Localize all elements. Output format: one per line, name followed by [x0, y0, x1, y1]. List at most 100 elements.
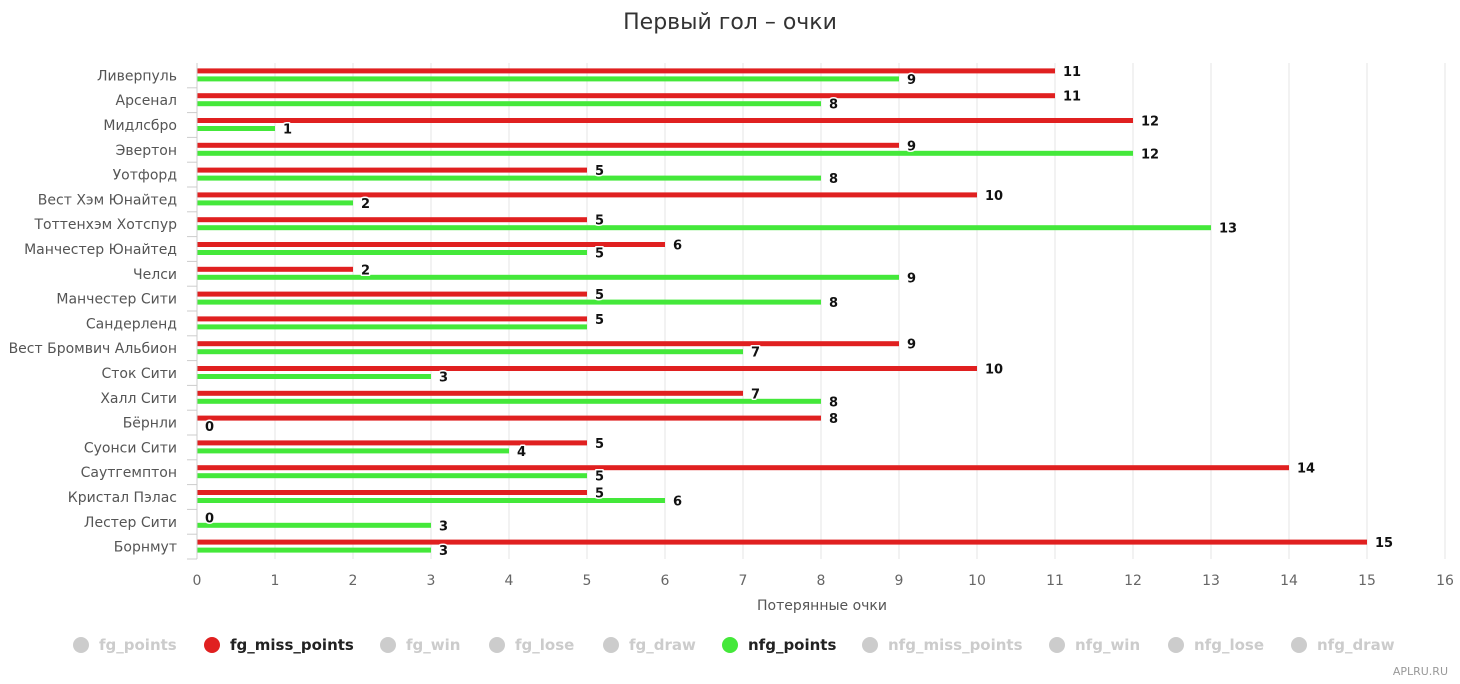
fg_miss_points-value-label: 5 — [595, 437, 604, 452]
nfg_points-value-label: 5 — [595, 470, 604, 485]
fg_miss_points-bar[interactable] — [197, 192, 977, 198]
nfg_points-value-label: 8 — [829, 172, 838, 187]
fg_miss_points-value-label: 9 — [907, 139, 916, 154]
legend-marker — [722, 637, 738, 653]
legend-item-fg-draw[interactable]: fg_draw — [603, 636, 696, 654]
legend-item-nfg-lose[interactable]: nfg_lose — [1168, 636, 1264, 654]
category-label: Эвертон — [116, 143, 177, 159]
fg_miss_points-bar[interactable] — [197, 93, 1055, 99]
fg_miss_points-bar[interactable] — [197, 217, 587, 223]
nfg_points-bar[interactable] — [197, 175, 821, 181]
fg_miss_points-value-label: 5 — [595, 288, 604, 303]
nfg_points-bar[interactable] — [197, 299, 821, 305]
nfg_points-value-label: 0 — [205, 420, 214, 435]
fg_miss_points-bar[interactable] — [197, 390, 743, 396]
legend-label: nfg_points — [748, 636, 837, 654]
nfg_points-bar[interactable] — [197, 126, 275, 131]
fg_miss_points-bar[interactable] — [197, 465, 1289, 471]
x-tick-label: 16 — [1436, 573, 1454, 589]
category-label: Ливерпуль — [97, 68, 177, 84]
legend-item-fg-miss-points[interactable]: fg_miss_points — [204, 636, 354, 654]
category-label: Борнмут — [114, 540, 177, 556]
x-tick-label: 7 — [739, 573, 748, 589]
nfg_points-bar[interactable] — [197, 398, 821, 404]
nfg_points-bar[interactable] — [197, 200, 353, 206]
nfg_points-bar[interactable] — [197, 150, 1133, 156]
fg_miss_points-value-label: 6 — [673, 239, 682, 254]
legend-item-nfg-draw[interactable]: nfg_draw — [1291, 636, 1395, 654]
category-label: Уотфорд — [113, 168, 177, 184]
nfg_points-bar[interactable] — [197, 76, 899, 82]
legend-label: fg_points — [99, 636, 177, 654]
x-tick-label: 14 — [1280, 573, 1298, 589]
category-label: Халл Сити — [100, 391, 177, 407]
fg_miss_points-bar[interactable] — [197, 118, 1133, 123]
fg_miss_points-bar[interactable] — [197, 167, 587, 173]
value-axis: 0 1 2 3 4 5 6 7 8 9 10 11 12 13 14 15 16 — [193, 573, 1454, 589]
nfg_points-value-label: 9 — [907, 271, 916, 286]
fg_miss_points-bar[interactable] — [197, 490, 587, 495]
category-axis: Ливерпуль Арсенал Мидлсбро Эвертон Уотфорд Ве… — [9, 63, 198, 560]
fg_miss_points-bar[interactable] — [197, 266, 353, 272]
legend-item-fg-lose[interactable]: fg_lose — [489, 636, 574, 654]
fg_miss_points-bar[interactable] — [197, 242, 665, 247]
category-label: Манчестер Сити — [56, 292, 177, 308]
fg_miss_points-value-label: 15 — [1375, 536, 1393, 551]
nfg_points-bar[interactable] — [197, 250, 587, 255]
category-label: Саутгемптон — [81, 465, 177, 481]
nfg_points-value-label: 13 — [1219, 222, 1237, 237]
category-label: Арсенал — [116, 93, 177, 109]
nfg_points-bar[interactable] — [197, 274, 899, 280]
bars — [197, 68, 1367, 553]
fg_miss_points-value-label: 5 — [595, 164, 604, 179]
legend-marker — [862, 637, 878, 653]
x-tick-label: 13 — [1202, 573, 1220, 589]
fg_miss_points-bar[interactable] — [197, 440, 587, 446]
category-label: Мидлсбро — [103, 118, 177, 134]
nfg_points-value-label: 1 — [283, 123, 292, 138]
fg_miss_points-bar[interactable] — [197, 142, 899, 148]
nfg_points-bar[interactable] — [197, 349, 743, 355]
nfg_points-value-label: 5 — [595, 247, 604, 262]
legend-item-fg-win[interactable]: fg_win — [380, 636, 460, 654]
nfg_points-bar[interactable] — [197, 473, 587, 479]
grid-lines — [196, 63, 1446, 559]
nfg_points-value-label: 12 — [1141, 147, 1159, 162]
nfg_points-bar[interactable] — [197, 374, 431, 379]
fg_miss_points-bar[interactable] — [197, 539, 1367, 545]
chart-title: Первый гол – очки — [623, 10, 837, 35]
nfg_points-value-label: 8 — [829, 98, 838, 113]
nfg_points-value-label: 8 — [829, 296, 838, 311]
nfg_points-bar[interactable] — [197, 225, 1211, 231]
nfg_points-bar[interactable] — [197, 498, 665, 503]
fg_miss_points-bar[interactable] — [197, 316, 587, 322]
legend-item-nfg-points[interactable]: nfg_points — [722, 636, 836, 654]
nfg_points-bar[interactable] — [197, 448, 509, 454]
fg_miss_points-value-label: 10 — [985, 189, 1003, 204]
nfg_points-bar[interactable] — [197, 101, 821, 107]
nfg_points-bar[interactable] — [197, 324, 587, 330]
credits-link[interactable]: APLRU.RU — [1392, 665, 1448, 678]
x-tick-label: 15 — [1358, 573, 1376, 589]
nfg_points-bar[interactable] — [197, 522, 431, 528]
legend-label: fg_miss_points — [230, 636, 354, 654]
category-label: Бёрнли — [123, 416, 177, 432]
category-label: Сандерленд — [86, 316, 177, 332]
x-tick-label: 10 — [968, 573, 986, 589]
fg_miss_points-value-label: 14 — [1297, 462, 1315, 477]
fg_miss_points-bar[interactable] — [197, 415, 821, 421]
legend-marker — [1049, 637, 1065, 653]
fg_miss_points-bar[interactable] — [197, 291, 587, 297]
legend-item-nfg-miss-points[interactable]: nfg_miss_points — [862, 636, 1023, 654]
nfg_points-bar[interactable] — [197, 547, 431, 553]
fg_miss_points-bar[interactable] — [197, 366, 977, 371]
x-tick-label: 9 — [895, 573, 904, 589]
fg_miss_points-value-label: 11 — [1063, 90, 1081, 105]
legend-item-nfg-win[interactable]: nfg_win — [1049, 636, 1140, 654]
fg_miss_points-value-label: 8 — [829, 412, 838, 427]
legend-label: fg_lose — [515, 636, 575, 654]
fg_miss_points-bar[interactable] — [197, 68, 1055, 74]
fg_miss_points-bar[interactable] — [197, 341, 899, 347]
legend-item-fg-points[interactable]: fg_points — [73, 636, 177, 654]
legend: fg_points fg_miss_points fg_win fg_lose fg_d… — [0, 636, 1460, 662]
